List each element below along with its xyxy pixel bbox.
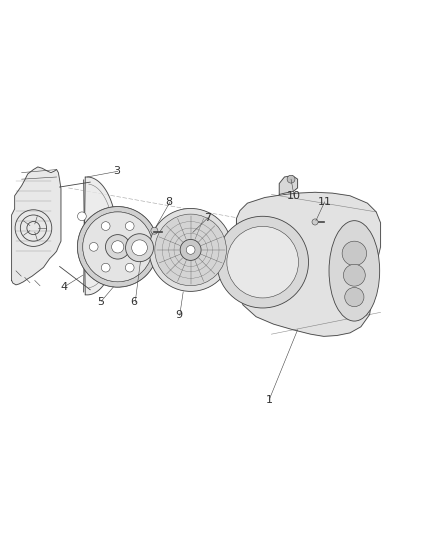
Circle shape — [186, 246, 195, 254]
Text: 8: 8 — [165, 197, 172, 207]
Text: 4: 4 — [60, 282, 67, 293]
Circle shape — [78, 212, 86, 221]
Circle shape — [101, 222, 110, 230]
Text: 5: 5 — [97, 297, 104, 308]
Polygon shape — [84, 177, 117, 295]
Circle shape — [155, 214, 226, 286]
Circle shape — [287, 175, 295, 183]
Text: 3: 3 — [113, 166, 120, 176]
Circle shape — [312, 219, 318, 225]
Circle shape — [227, 227, 298, 298]
Polygon shape — [237, 192, 381, 336]
Text: 10: 10 — [287, 191, 301, 201]
Circle shape — [151, 227, 158, 234]
Circle shape — [106, 235, 130, 259]
Circle shape — [149, 208, 232, 292]
Circle shape — [125, 263, 134, 272]
Circle shape — [345, 287, 364, 306]
Ellipse shape — [329, 221, 380, 321]
Text: 1: 1 — [266, 394, 273, 405]
Circle shape — [180, 239, 201, 261]
Polygon shape — [279, 176, 297, 195]
Circle shape — [217, 216, 308, 308]
Circle shape — [138, 243, 146, 251]
Text: 6: 6 — [131, 297, 138, 308]
Circle shape — [89, 243, 98, 251]
Circle shape — [126, 234, 153, 262]
Text: 11: 11 — [318, 197, 332, 207]
Circle shape — [343, 264, 365, 286]
Polygon shape — [12, 167, 61, 285]
Text: 7: 7 — [205, 213, 212, 223]
Circle shape — [83, 212, 152, 282]
Circle shape — [132, 240, 148, 256]
Wedge shape — [78, 207, 158, 287]
Text: 9: 9 — [175, 310, 182, 320]
Circle shape — [342, 241, 367, 265]
Circle shape — [125, 222, 134, 230]
Circle shape — [101, 263, 110, 272]
Circle shape — [112, 241, 124, 253]
